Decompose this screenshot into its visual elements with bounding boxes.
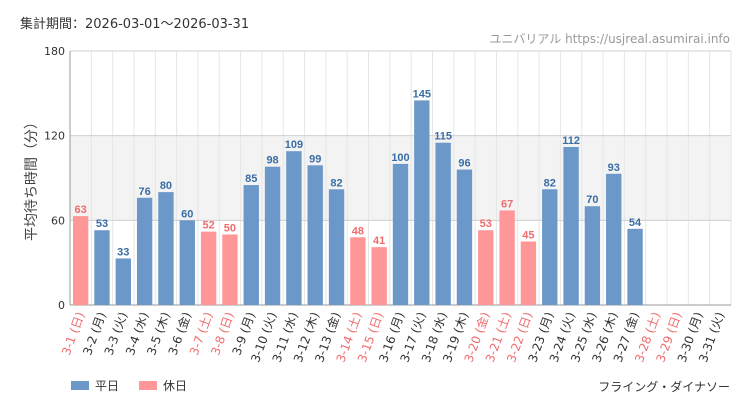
bar xyxy=(328,189,345,305)
bar xyxy=(200,231,217,305)
bar-value-label: 50 xyxy=(224,222,236,234)
bar-value-label: 52 xyxy=(202,220,214,232)
legend-label-weekday: 平日 xyxy=(95,379,120,393)
period-label: 集計期間：2026-03-01～2026-03-31 xyxy=(20,17,250,32)
bar-value-label: 98 xyxy=(266,155,278,167)
bar xyxy=(392,163,409,305)
bar xyxy=(478,230,494,305)
bar-value-label: 41 xyxy=(373,235,385,247)
y-tick-label: 0 xyxy=(58,299,65,312)
bar xyxy=(136,197,153,305)
legend-item-weekday[interactable]: 平日 xyxy=(71,377,119,394)
bar xyxy=(627,228,643,305)
bar-value-label: 82 xyxy=(330,177,342,189)
bar-value-label: 60 xyxy=(181,208,193,220)
bar xyxy=(435,142,451,305)
bar-value-label: 82 xyxy=(544,177,556,189)
bar-value-label: 93 xyxy=(608,162,620,174)
y-tick-label: 60 xyxy=(51,214,65,227)
bar xyxy=(94,230,110,305)
bar xyxy=(563,146,579,305)
bar xyxy=(520,241,537,305)
bar xyxy=(115,258,131,305)
bar-value-label: 109 xyxy=(285,139,303,151)
bar-value-label: 53 xyxy=(480,218,492,230)
bar xyxy=(264,166,281,305)
legend-swatch-holiday xyxy=(139,381,158,390)
legend-swatch-weekday xyxy=(71,381,89,390)
y-tick-label: 180 xyxy=(44,45,65,58)
bar xyxy=(606,173,622,305)
bar-value-label: 70 xyxy=(586,194,598,206)
bar-value-label: 112 xyxy=(562,135,580,147)
bar-value-label: 48 xyxy=(352,225,364,237)
site-name: ユニバリアル xyxy=(489,32,562,46)
bar xyxy=(179,220,195,305)
chart-legend: 平日 休日 xyxy=(71,377,187,394)
bar xyxy=(243,185,259,305)
bar-value-label: 96 xyxy=(458,158,470,170)
bar xyxy=(286,151,302,305)
bar-value-label: 54 xyxy=(629,217,642,229)
bar-value-label: 45 xyxy=(522,230,534,242)
bar-value-label: 33 xyxy=(117,246,129,258)
bar-value-label: 100 xyxy=(391,152,409,164)
bar xyxy=(456,169,473,305)
bar xyxy=(499,210,515,305)
attraction-name: フライング・ダイナソー xyxy=(598,380,730,394)
legend-item-holiday[interactable]: 休日 xyxy=(139,377,187,394)
bar xyxy=(584,206,601,305)
bar-value-label: 80 xyxy=(160,180,172,192)
bar-value-label: 53 xyxy=(96,218,108,230)
bar-value-label: 76 xyxy=(139,186,151,198)
bar-value-label: 63 xyxy=(75,204,87,216)
bar xyxy=(371,247,387,305)
bar xyxy=(72,216,89,305)
bar xyxy=(414,100,430,305)
site-attribution: ユニバリアル https://usjreal.asumirai.info xyxy=(489,30,730,47)
y-axis-title: 平均待ち時間（分） xyxy=(24,115,40,241)
bar xyxy=(307,165,323,305)
bar xyxy=(222,234,238,305)
bar-value-label: 67 xyxy=(501,198,513,210)
site-url[interactable]: https://usjreal.asumirai.info xyxy=(565,32,730,46)
bar xyxy=(158,192,174,305)
bar-value-label: 145 xyxy=(413,88,431,100)
y-tick-label: 120 xyxy=(44,130,65,143)
bar xyxy=(350,237,366,305)
bar-value-label: 99 xyxy=(309,153,321,165)
bar xyxy=(542,189,558,305)
legend-label-holiday: 休日 xyxy=(163,379,188,393)
bar-value-label: 115 xyxy=(434,131,452,143)
bar-value-label: 85 xyxy=(245,173,257,185)
